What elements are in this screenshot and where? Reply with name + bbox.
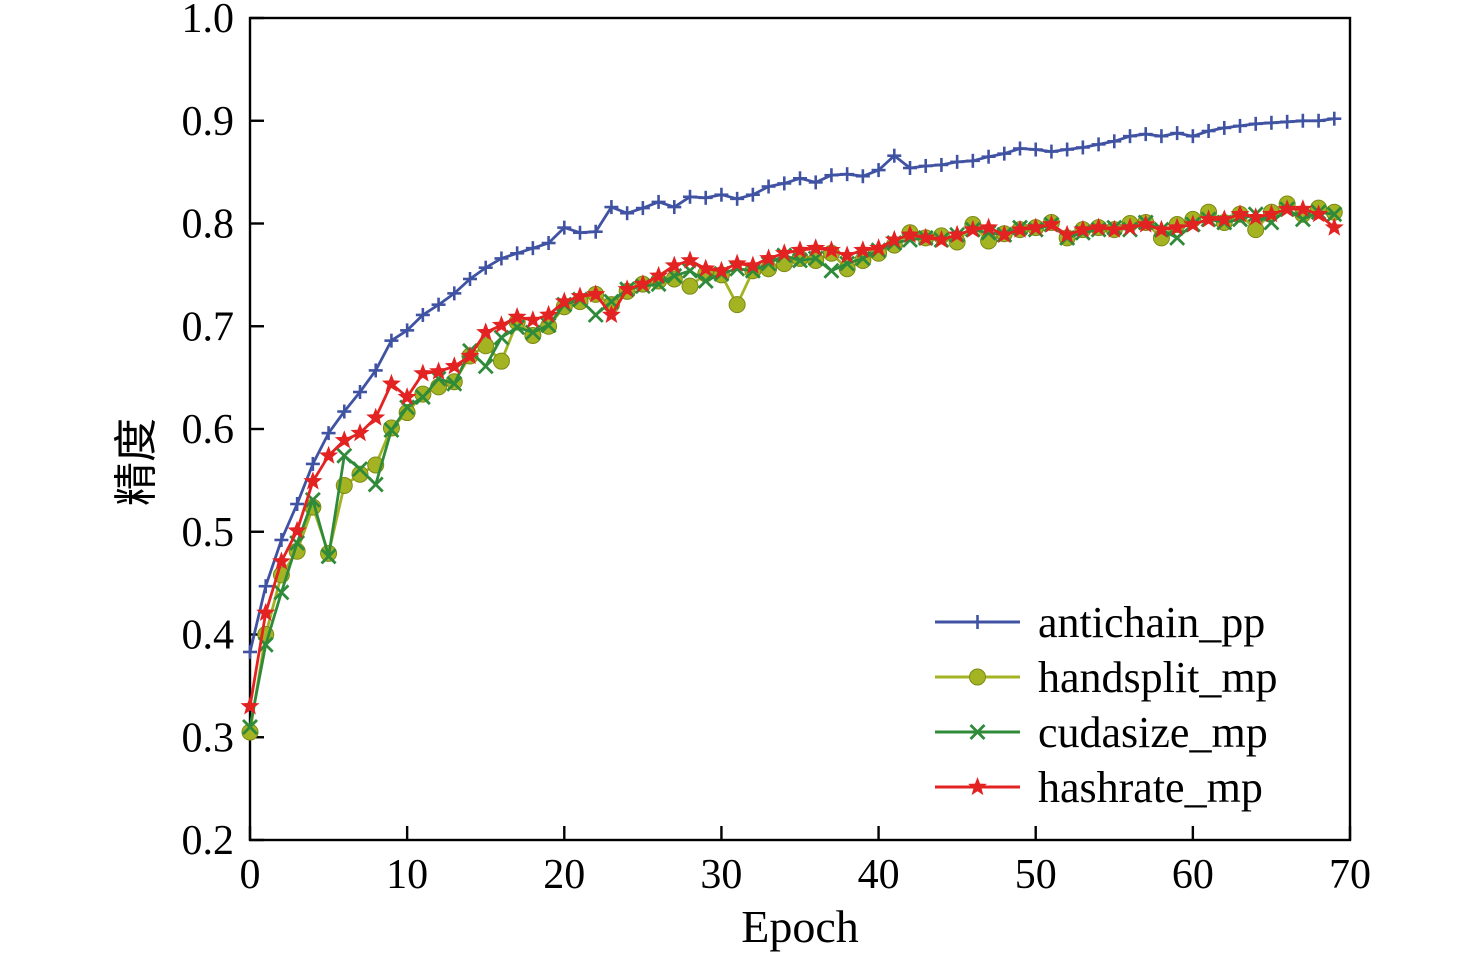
y-tick-label: 0.9 xyxy=(182,99,235,145)
x-tick-label: 40 xyxy=(858,852,900,898)
legend-item-hashrate_mp: hashrate_mp xyxy=(935,763,1263,812)
legend-label: handsplit_mp xyxy=(1038,653,1278,702)
series-antichain_pp xyxy=(243,111,1342,659)
x-tick-label: 20 xyxy=(543,852,585,898)
y-axis-title: 精度 xyxy=(112,418,161,506)
y-tick-label: 0.6 xyxy=(182,407,235,453)
x-tick-label: 10 xyxy=(386,852,428,898)
legend-item-handsplit_mp: handsplit_mp xyxy=(935,653,1278,702)
y-tick-label: 0.7 xyxy=(182,304,235,350)
y-tick-label: 0.4 xyxy=(182,613,235,659)
y-tick-label: 0.2 xyxy=(182,818,235,864)
x-tick-label: 30 xyxy=(700,852,742,898)
y-tick-label: 0.5 xyxy=(182,510,235,556)
x-tick-label: 60 xyxy=(1172,852,1214,898)
legend-label: cudasize_mp xyxy=(1038,708,1268,757)
x-tick-label: 70 xyxy=(1329,852,1371,898)
y-tick-label: 0.3 xyxy=(182,715,235,761)
legend-label: antichain_pp xyxy=(1038,598,1265,647)
legend-item-antichain_pp: antichain_pp xyxy=(935,598,1265,647)
y-tick-label: 0.8 xyxy=(182,202,235,248)
series-hashrate_mp xyxy=(240,199,1344,715)
legend: antichain_pp handsplit_mp cudasize_mphashr… xyxy=(935,598,1278,812)
series-line-cudasize_mp xyxy=(248,207,1335,728)
x-axis-title: Epoch xyxy=(741,901,859,952)
series-line-antichain_pp xyxy=(248,117,1335,653)
x-tick-label: 50 xyxy=(1015,852,1057,898)
y-tick-label: 1.0 xyxy=(182,0,235,42)
x-tick-label: 0 xyxy=(240,852,261,898)
legend-label: hashrate_mp xyxy=(1038,763,1263,812)
legend-item-cudasize_mp: cudasize_mp xyxy=(935,708,1268,757)
